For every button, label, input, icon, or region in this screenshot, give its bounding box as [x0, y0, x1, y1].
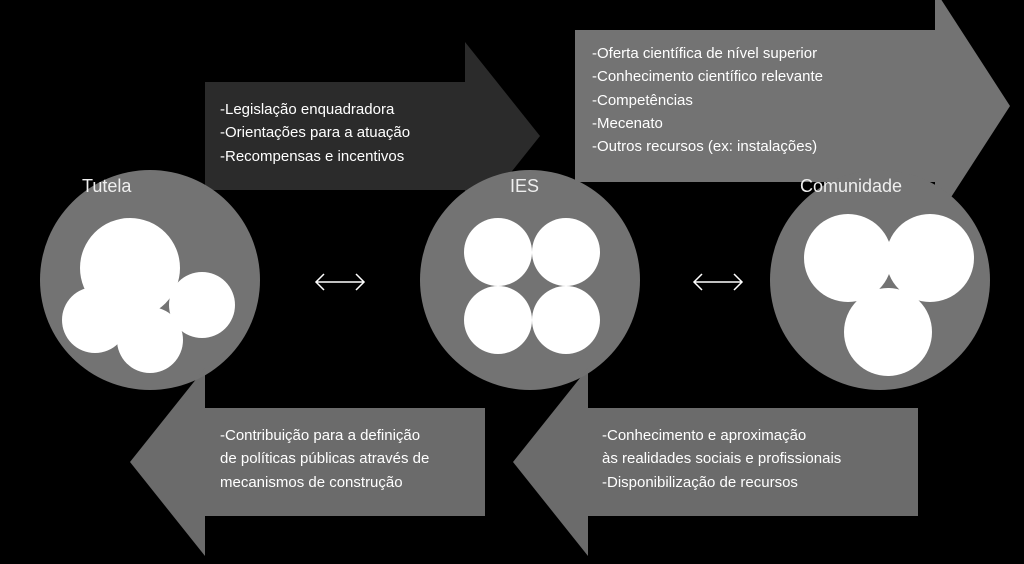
- svg-layer: [0, 0, 1024, 564]
- arrow-line: de políticas públicas através de: [220, 447, 429, 470]
- arrow-line: -Disponibilização de recursos: [602, 471, 841, 494]
- bidir-arrow-1: [310, 270, 370, 294]
- arrow-line: -Contribuição para a definição: [220, 424, 429, 447]
- node-ies-dot-1: [532, 218, 600, 286]
- arrow-line: -Legislação enquadradora: [220, 98, 410, 121]
- arrow-bottom-left-text: -Contribuição para a definiçãode polític…: [220, 424, 429, 494]
- arrow-line: -Oferta científica de nível superior: [592, 42, 823, 65]
- node-ies-dot-0: [464, 218, 532, 286]
- node-comunidade-dot-2: [844, 288, 932, 376]
- arrow-top-left-text: -Legislação enquadradora-Orientações par…: [220, 98, 410, 168]
- arrow-line: mecanismos de construção: [220, 471, 429, 494]
- label-ies: IES: [510, 176, 539, 197]
- node-comunidade-dot-0: [804, 214, 892, 302]
- arrow-top-right-text: -Oferta científica de nível superior-Con…: [592, 42, 823, 158]
- node-tutela-dot-3: [62, 287, 128, 353]
- diagram-stage: Tutela IES Comunidade -Legislação enquad…: [0, 0, 1024, 564]
- label-tutela: Tutela: [82, 176, 131, 197]
- node-ies-dot-3: [532, 286, 600, 354]
- arrow-line: -Competências: [592, 89, 823, 112]
- label-comunidade: Comunidade: [800, 176, 902, 197]
- bidir-arrow-2: [688, 270, 748, 294]
- arrow-bottom-right-text: -Conhecimento e aproximaçãoàs realidades…: [602, 424, 841, 494]
- node-ies-dot-2: [464, 286, 532, 354]
- arrow-line: -Mecenato: [592, 112, 823, 135]
- arrow-line: -Conhecimento e aproximação: [602, 424, 841, 447]
- node-ies: [420, 170, 640, 390]
- arrow-line: -Recompensas e incentivos: [220, 145, 410, 168]
- node-comunidade-dot-1: [886, 214, 974, 302]
- arrow-line: -Outros recursos (ex: instalações): [592, 135, 823, 158]
- arrow-line: -Conhecimento científico relevante: [592, 65, 823, 88]
- arrow-line: às realidades sociais e profissionais: [602, 447, 841, 470]
- arrow-line: -Orientações para a atuação: [220, 121, 410, 144]
